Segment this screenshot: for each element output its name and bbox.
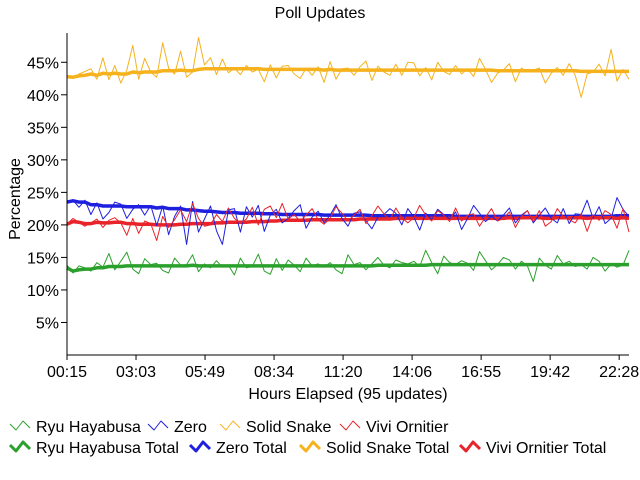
- series-line-ryu-hayabusa-total: [66, 262, 629, 273]
- legend: Ryu Hayabusa Zero Solid Snake Vivi Ornitier…: [8, 419, 606, 457]
- x-axis-ticks: 00:15 03:03 05:49 08:34 11:20 14:06 16:55 19:42…: [47, 355, 639, 381]
- legend-vivi-ornitier-total-icon: [458, 440, 482, 453]
- x-tick-label: 22:28: [599, 364, 639, 381]
- legend-label: Ryu Hayabusa Total: [36, 440, 179, 457]
- y-tick-label: 35%: [27, 120, 59, 137]
- legend-solid-snake-total-icon: [298, 440, 322, 453]
- legend-label: Solid Snake: [246, 419, 331, 436]
- legend-vivi-ornitier-icon: [339, 420, 361, 431]
- plot-area: [66, 37, 630, 282]
- y-axis-label: Percentage: [7, 158, 24, 240]
- y-tick-label: 10%: [27, 283, 59, 300]
- legend-solid-snake-icon: [219, 420, 241, 431]
- legend-ryu-hayabusa-icon: [9, 420, 31, 431]
- series-line-zero: [66, 197, 630, 245]
- series-line-vivi-ornitier: [66, 202, 630, 241]
- legend-label: Ryu Hayabusa: [36, 419, 141, 436]
- legend-label: Vivi Ornitier Total: [486, 440, 606, 457]
- y-tick-label: 30%: [27, 153, 59, 170]
- y-tick-label: 25%: [27, 185, 59, 202]
- y-tick-label: 5%: [36, 315, 59, 332]
- x-tick-label: 03:03: [116, 364, 156, 381]
- legend-label: Zero: [174, 419, 207, 436]
- x-tick-label: 08:34: [254, 364, 294, 381]
- chart-title: Poll Updates: [275, 5, 366, 22]
- x-tick-label: 19:42: [530, 364, 570, 381]
- x-tick-label: 16:55: [461, 364, 501, 381]
- legend-ryu-hayabusa-total-icon: [8, 440, 32, 453]
- x-axis-label: Hours Elapsed (95 updates): [248, 386, 447, 403]
- x-tick-label: 11:20: [324, 364, 363, 381]
- y-axis-ticks: 5% 10% 15% 20% 25% 30% 35% 40% 45%: [27, 55, 67, 332]
- series-line-solid-snake-total: [66, 67, 629, 79]
- legend-label: Solid Snake Total: [326, 440, 449, 457]
- x-tick-label: 14:06: [392, 364, 432, 381]
- series-line-ryu-hayabusa: [66, 249, 630, 282]
- legend-zero-total-icon: [188, 440, 212, 453]
- y-tick-label: 20%: [27, 218, 59, 235]
- legend-zero-icon: [147, 420, 169, 431]
- y-tick-label: 15%: [27, 250, 59, 267]
- y-tick-label: 40%: [27, 88, 59, 105]
- legend-label: Zero Total: [216, 440, 287, 457]
- y-tick-label: 45%: [27, 55, 59, 72]
- legend-label: Vivi Ornitier: [366, 419, 449, 436]
- x-tick-label: 05:49: [185, 364, 225, 381]
- x-tick-label: 00:15: [47, 364, 87, 381]
- series-line-solid-snake: [66, 37, 630, 98]
